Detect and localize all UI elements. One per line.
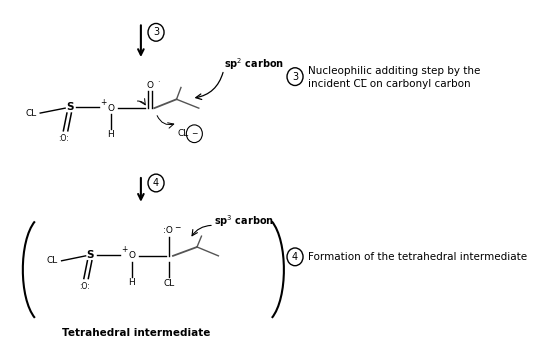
- Text: :O:: :O:: [79, 282, 90, 291]
- Text: Nucleophilic additing step by the: Nucleophilic additing step by the: [307, 66, 480, 76]
- Text: Formation of the tetrahedral intermediate: Formation of the tetrahedral intermediat…: [307, 252, 527, 262]
- Text: ·: ·: [157, 78, 160, 87]
- Text: O: O: [107, 104, 114, 112]
- Text: O: O: [129, 252, 136, 260]
- Text: S: S: [66, 102, 73, 112]
- Text: H: H: [107, 130, 114, 139]
- Text: sp$^3$ carbon: sp$^3$ carbon: [214, 214, 274, 229]
- Text: 3: 3: [292, 72, 298, 82]
- Text: −: −: [191, 129, 198, 138]
- Text: Tetrahedral intermediate: Tetrahedral intermediate: [62, 328, 211, 338]
- Text: 4: 4: [292, 252, 298, 262]
- Text: 3: 3: [153, 27, 159, 37]
- Text: CL: CL: [177, 129, 188, 138]
- Text: −: −: [174, 223, 181, 232]
- Text: :O: :O: [163, 226, 172, 235]
- Text: incident CL̅ on carbonyl carbon: incident CL̅ on carbonyl carbon: [307, 79, 470, 88]
- Text: +: +: [100, 98, 107, 107]
- Text: sp$^2$ carbon: sp$^2$ carbon: [224, 56, 284, 72]
- Text: +: +: [122, 245, 128, 254]
- Text: CL: CL: [164, 279, 175, 288]
- Text: O: O: [146, 81, 153, 90]
- Text: CL: CL: [46, 256, 58, 265]
- Text: :O:: :O:: [58, 134, 69, 143]
- Text: CL: CL: [25, 108, 37, 118]
- Text: H: H: [129, 278, 135, 287]
- Text: 4: 4: [153, 178, 159, 188]
- Text: S: S: [86, 250, 94, 260]
